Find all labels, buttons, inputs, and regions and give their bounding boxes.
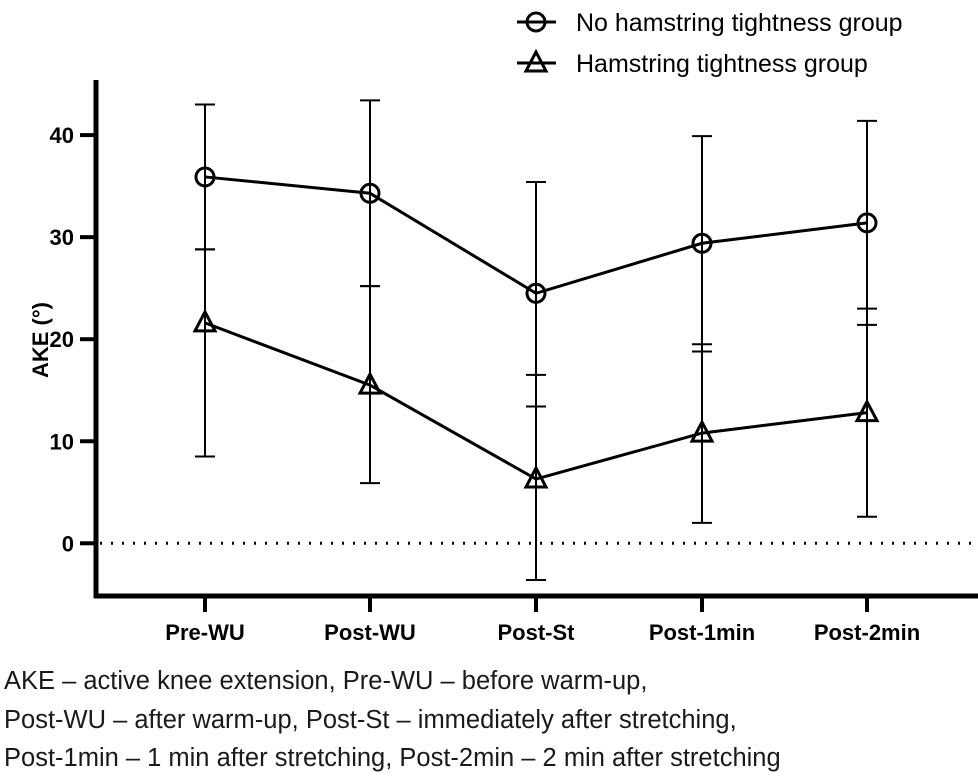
y-tick-label: 10 — [50, 429, 74, 454]
data-point-circle — [691, 232, 713, 254]
legend-label: No hamstring tightness group — [576, 9, 903, 37]
y-tick-label: 0 — [62, 531, 74, 556]
y-tick-label: 40 — [50, 123, 74, 148]
caption-line: Post-1min – 1 min after stretching, Post… — [4, 744, 781, 772]
x-tick-label: Post-2min — [814, 620, 920, 645]
chart: 0 10 20 30 40 AKE (°) Pre-WU Post-WU Post-St Post… — [28, 9, 978, 645]
data-point-circle — [194, 166, 216, 188]
data-point-circle — [856, 212, 878, 234]
y-axis-label: AKE (°) — [28, 302, 53, 378]
caption-line: Post-WU – after warm-up, Post-St – immed… — [4, 705, 737, 734]
figure-caption: AKE – active knee extension, Pre-WU – be… — [4, 662, 781, 778]
series-line-tightness — [204, 321, 868, 481]
data-point-triangle — [689, 418, 715, 443]
data-point-triangle — [523, 464, 549, 489]
data-point-circle — [359, 182, 381, 204]
x-tick-label: Pre-WU — [165, 620, 244, 645]
x-tick-label: Post-St — [498, 620, 576, 645]
data-point-triangle — [357, 370, 383, 395]
data-point-circle — [525, 282, 547, 304]
data-point-triangle — [854, 398, 880, 423]
series-line-no-tightness — [204, 175, 868, 295]
y-tick-label: 20 — [50, 327, 74, 352]
x-tick-label: Post-1min — [649, 620, 755, 645]
data-point-triangle — [192, 308, 218, 333]
legend-circle-icon — [525, 11, 547, 33]
y-tick-label: 30 — [50, 225, 74, 250]
legend-label: Hamstring tightness group — [576, 50, 868, 78]
legend-triangle-icon — [523, 48, 549, 73]
x-tick-label: Post-WU — [324, 620, 416, 645]
caption-line: AKE – active knee extension, Pre-WU – be… — [4, 667, 648, 695]
